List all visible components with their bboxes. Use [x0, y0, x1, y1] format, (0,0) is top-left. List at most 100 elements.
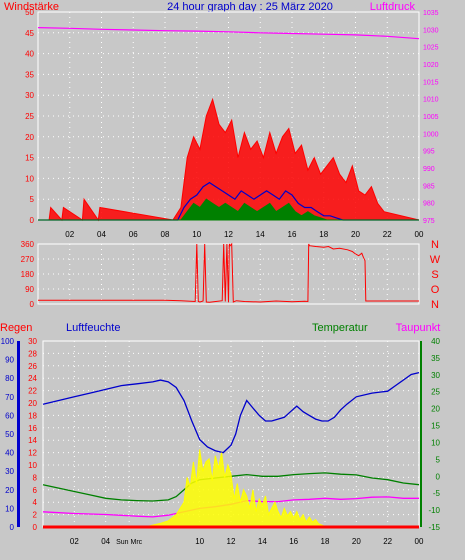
- wind-y-tick-label: 10: [25, 174, 34, 183]
- rain-y-tick-label: 14: [28, 436, 37, 445]
- rain-y-tick-label: 26: [28, 362, 37, 371]
- pressure-axis-title: Luftdruck: [370, 1, 416, 13]
- wind-axis-title: Windstärke: [4, 1, 59, 13]
- wind-y-tick-label: 40: [25, 50, 34, 59]
- pressure-y-tick-label: 995: [423, 149, 435, 156]
- rain-y-tick-label: 10: [28, 461, 37, 470]
- wind-x-tick-label: 02: [65, 230, 74, 239]
- climate-x-tick-label: 10: [195, 537, 204, 546]
- wind-panel: 0510152025303540455097598098599099510001…: [25, 8, 439, 239]
- pressure-y-tick-label: 975: [423, 218, 435, 225]
- wind-x-tick-label: 20: [351, 230, 360, 239]
- rain-y-tick-label: 8: [33, 473, 38, 482]
- humidity-axis-title: Luftfeuchte: [66, 322, 120, 334]
- climate-x-tick-label: 22: [383, 537, 392, 546]
- pressure-y-tick-label: 1015: [423, 79, 439, 86]
- wind-y-tick-label: 30: [25, 91, 34, 100]
- wind-y-tick-label: 0: [30, 216, 35, 225]
- pressure-y-tick-label: 1005: [423, 114, 439, 121]
- humidity-y-tick-label: 70: [5, 393, 14, 402]
- humidity-y-tick-label: 60: [5, 411, 14, 420]
- wind-x-tick-label: 00: [415, 230, 424, 239]
- rain-y-tick-label: 24: [28, 374, 37, 383]
- wind-x-tick-label: 12: [224, 230, 233, 239]
- temperature-y-tick-label: 10: [431, 438, 440, 447]
- wind-y-tick-label: 15: [25, 154, 34, 163]
- temperature-axis-bar: [420, 341, 422, 527]
- compass-label: N: [431, 239, 439, 251]
- rain-y-tick-label: 0: [33, 523, 38, 532]
- wind-y-tick-label: 25: [25, 112, 34, 121]
- wind-y-tick-label: 50: [25, 8, 34, 17]
- compass-label: O: [431, 284, 440, 296]
- climate-x-tick-label: Sun Mrc: [116, 539, 143, 546]
- temperature-axis-title: Temperatur: [312, 322, 368, 334]
- wind-x-tick-label: 08: [161, 230, 170, 239]
- wind-mean-area: [38, 198, 419, 221]
- pressure-y-tick-label: 1030: [423, 27, 439, 34]
- wind-x-tick-label: 10: [192, 230, 201, 239]
- direction-y-tick-label: 90: [25, 285, 34, 294]
- climate-x-tick-label: 02: [70, 537, 79, 546]
- wind-y-tick-label: 20: [25, 133, 34, 142]
- wind-x-tick-label: 18: [319, 230, 328, 239]
- pressure-y-tick-label: 985: [423, 183, 435, 190]
- pressure-y-tick-label: 980: [423, 201, 435, 208]
- rain-y-tick-label: 30: [28, 337, 37, 346]
- compass-label: W: [430, 254, 441, 266]
- wind-x-tick-label: 16: [288, 230, 297, 239]
- wind-y-tick-label: 35: [25, 70, 34, 79]
- temperature-y-tick-label: 15: [431, 422, 440, 431]
- wind-y-tick-label: 45: [25, 29, 34, 38]
- direction-line: [38, 242, 419, 303]
- temperature-y-tick-label: 40: [431, 337, 440, 346]
- rain-y-tick-label: 4: [33, 498, 38, 507]
- pressure-line: [37, 27, 420, 40]
- humidity-y-tick-label: 10: [5, 504, 14, 513]
- humidity-axis-bar: [17, 341, 20, 527]
- rain-y-tick-label: 2: [33, 511, 38, 520]
- temperature-y-tick-label: 20: [431, 405, 440, 414]
- wind-x-tick-label: 04: [97, 230, 106, 239]
- climate-x-tick-label: 04: [101, 537, 110, 546]
- wind-y-tick-label: 5: [30, 195, 35, 204]
- pressure-y-tick-label: 1020: [423, 62, 439, 69]
- humidity-y-tick-label: 100: [1, 337, 15, 346]
- chart-title: 24 hour graph day : 25 März 2020: [167, 1, 333, 13]
- pressure-y-tick-label: 990: [423, 166, 435, 173]
- humidity-line: [42, 371, 420, 454]
- pressure-y-tick-label: 1025: [423, 45, 439, 52]
- direction-y-tick-label: 0: [30, 300, 35, 309]
- climate-x-tick-label: 16: [289, 537, 298, 546]
- direction-y-tick-label: 360: [21, 240, 35, 249]
- rain-y-tick-label: 12: [28, 449, 37, 458]
- humidity-y-tick-label: 80: [5, 374, 14, 383]
- temperature-y-tick-label: 5: [436, 455, 441, 464]
- climate-x-tick-label: 20: [352, 537, 361, 546]
- humidity-y-tick-label: 0: [10, 523, 15, 532]
- humidity-y-tick-label: 40: [5, 449, 14, 458]
- wind-gust-area: [38, 97, 420, 222]
- wind-x-tick-label: 14: [256, 230, 265, 239]
- temperature-y-tick-label: -10: [428, 506, 440, 515]
- rain-y-tick-label: 20: [28, 399, 37, 408]
- rain-y-tick-label: 16: [28, 424, 37, 433]
- climate-x-tick-label: 12: [227, 537, 236, 546]
- direction-y-tick-label: 270: [21, 255, 35, 264]
- wind-x-tick-label: 22: [383, 230, 392, 239]
- compass-label: N: [431, 299, 439, 311]
- humidity-y-tick-label: 30: [5, 467, 14, 476]
- rain-y-tick-label: 18: [28, 411, 37, 420]
- climate-x-tick-label: 14: [258, 537, 267, 546]
- humidity-y-tick-label: 20: [5, 486, 14, 495]
- temperature-y-tick-label: 25: [431, 388, 440, 397]
- rain-y-tick-label: 22: [28, 387, 37, 396]
- temperature-y-tick-label: -5: [433, 489, 441, 498]
- temperature-y-tick-label: 35: [431, 354, 440, 363]
- humidity-y-tick-label: 90: [5, 356, 14, 365]
- rain-y-tick-label: 6: [33, 486, 38, 495]
- dewpoint-axis-title: Taupunkt: [396, 322, 441, 334]
